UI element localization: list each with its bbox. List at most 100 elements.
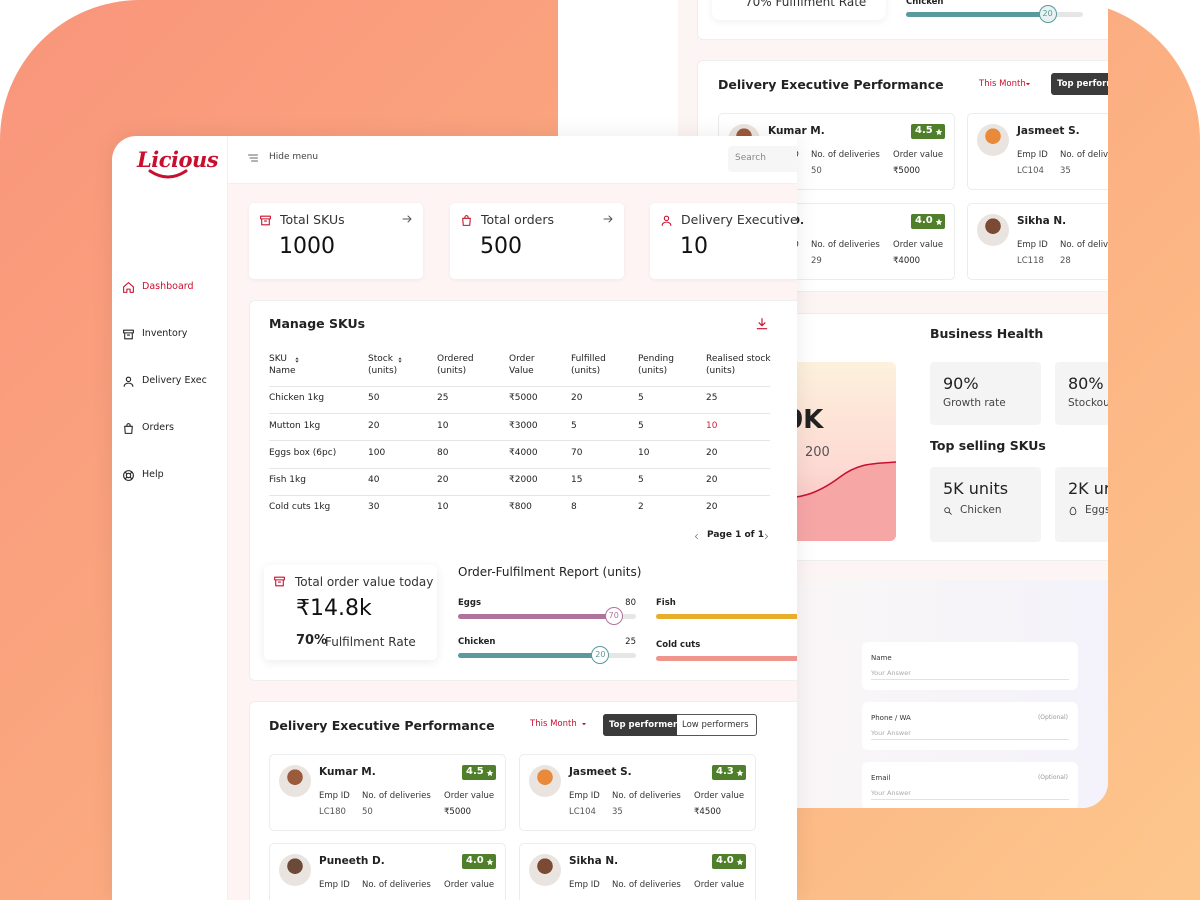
download-icon	[756, 318, 768, 330]
avatar	[279, 854, 311, 886]
tile-label: Chicken	[960, 504, 1002, 517]
table-cell: 5	[638, 475, 644, 486]
table-cell: ₹5000	[509, 393, 538, 404]
performer-name: Jasmeet S.	[1017, 125, 1080, 138]
table-cell: 20	[706, 447, 718, 458]
order-value-icon-shape	[274, 576, 285, 586]
hide-menu[interactable]: Hide menu	[269, 152, 319, 163]
field-optional: (Optional)	[1037, 774, 1068, 782]
top-sku-tile	[930, 467, 1041, 542]
field-placeholder: Your Answer	[871, 728, 911, 737]
rating-badge	[911, 214, 945, 229]
topbar-divider	[227, 183, 797, 184]
sort-icon	[295, 357, 299, 363]
order-value: ₹5000	[444, 806, 472, 817]
field-label: Order value	[694, 879, 745, 890]
deliveries: 50	[362, 806, 373, 817]
tab-label[interactable]: Low performers	[682, 719, 749, 730]
tab-active[interactable]	[1051, 73, 1108, 95]
performer-name: Sikha N.	[1017, 215, 1067, 228]
field-optional: (Optional)	[1037, 714, 1068, 722]
progress-fill	[906, 12, 1048, 17]
rating: 4.5	[466, 766, 484, 778]
filter-dropdown[interactable]: This Month	[979, 78, 1026, 89]
tile-value: 90%	[943, 374, 979, 394]
page-prev[interactable]	[692, 532, 701, 541]
table-cell: 40	[368, 475, 380, 486]
nav-item[interactable]: Dashboard	[142, 281, 194, 293]
column-header: Order Value	[509, 354, 535, 376]
revenue-change: 200	[805, 444, 830, 460]
search-placeholder: Search	[735, 153, 766, 164]
order-value-icon	[274, 576, 285, 586]
field-label: Email	[871, 773, 891, 782]
nav-item[interactable]: Orders	[142, 422, 174, 434]
page-next[interactable]	[762, 532, 771, 541]
field-label: Emp ID	[319, 879, 350, 890]
table-cell: ₹3000	[509, 420, 538, 431]
rating: 4.3	[716, 766, 734, 778]
field-label: Emp ID	[569, 790, 600, 801]
rating-badge	[462, 854, 496, 869]
nav-item[interactable]: Delivery Exec	[142, 375, 207, 387]
deliveries: 35	[1060, 165, 1071, 176]
sku-icon-shape	[944, 507, 952, 515]
tab-label[interactable]: Top performers	[609, 719, 683, 730]
tab-active[interactable]	[603, 714, 677, 736]
field-label: No. of deliveries	[362, 879, 431, 890]
nav-icon-shape	[124, 422, 133, 434]
form-field	[862, 642, 1078, 690]
table-cell: 20	[368, 420, 380, 431]
section-title: Business Health	[930, 326, 1044, 342]
performer-name: Sikha N.	[569, 855, 619, 868]
stat-icon-shape	[462, 214, 471, 226]
field-underline	[871, 799, 1069, 800]
field-label: Emp ID	[319, 790, 350, 801]
filter-dropdown[interactable]: This Month	[530, 718, 577, 729]
caret-shape	[1026, 83, 1030, 86]
column-header: Pending (units)	[638, 354, 674, 376]
table-cell: 80	[437, 447, 449, 458]
table-cell: ₹800	[509, 502, 532, 513]
performer-name: Kumar M.	[319, 766, 376, 779]
rating-star	[736, 858, 744, 865]
progress-total: 80	[625, 597, 636, 608]
row-divider	[269, 440, 770, 442]
nav-icon	[123, 329, 134, 339]
avatar	[529, 765, 561, 797]
page-next-shape	[765, 533, 768, 539]
download-icon-shape	[756, 318, 768, 330]
stat-arrow-shape	[603, 215, 613, 223]
row-divider	[269, 386, 770, 387]
order-value-label: Total order value today	[295, 574, 434, 589]
table-cell: 8	[571, 502, 577, 513]
table-cell: 20	[437, 475, 449, 486]
logo-smile	[148, 169, 188, 179]
nav-item[interactable]: Help	[142, 469, 164, 481]
nav-icon	[123, 469, 134, 481]
stat-label: Total SKUs	[280, 212, 345, 228]
nav-item[interactable]: Inventory	[142, 328, 188, 340]
rating: 4.0	[915, 215, 933, 227]
table-cell: Chicken 1kg	[269, 393, 325, 404]
rating-badge	[911, 124, 945, 139]
stat-value: 1000	[279, 234, 335, 260]
field-label: Phone / WA	[871, 713, 911, 722]
sku-icon	[1069, 506, 1077, 516]
table-cell: Mutton 1kg	[269, 420, 321, 431]
tile-value: 80%	[1068, 374, 1104, 394]
form-field	[862, 762, 1078, 808]
sku-icon	[944, 507, 952, 515]
rating: 4.0	[716, 855, 734, 867]
field-label: No. of deliveries	[612, 790, 681, 801]
tile-label: Eggs	[1085, 504, 1108, 517]
table-cell: Cold cuts 1kg	[269, 502, 331, 513]
stat-card	[450, 203, 624, 279]
order-value: ₹14.8k	[296, 596, 372, 622]
search-box[interactable]	[728, 146, 797, 172]
table-cell: 10	[638, 447, 650, 458]
field-label: No. of deliveries	[1060, 239, 1108, 250]
section-title: Manage SKUs	[269, 316, 366, 332]
table-cell: 5	[571, 420, 577, 431]
